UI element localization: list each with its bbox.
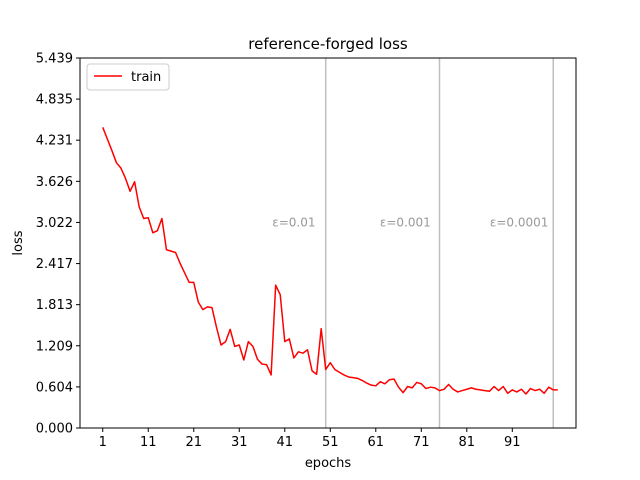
y-tick-label: 1.209 [36, 339, 73, 354]
x-tick-label: 81 [459, 435, 476, 450]
epsilon-annotations: ε=0.01 ε=0.001 ε=0.0001 [272, 215, 548, 229]
x-tick-label: 41 [276, 435, 293, 450]
x-tick-label: 71 [413, 435, 430, 450]
y-tick-label: 5.439 [36, 52, 73, 67]
epsilon-annotation: ε=0.01 [272, 215, 315, 229]
y-tick-label: 0.604 [36, 380, 73, 395]
legend-label-train: train [131, 70, 161, 85]
y-axis-ticks: 0.000 0.604 1.209 1.813 2.417 3.022 3.626 4.231… [36, 52, 80, 437]
legend-box [86, 63, 170, 91]
chart-title: reference-forged loss [248, 35, 408, 53]
series-lines [102, 127, 558, 395]
x-axis-label: epochs [305, 456, 352, 471]
x-tick-label: 21 [185, 435, 202, 450]
y-tick-label: 3.626 [36, 175, 73, 190]
x-tick-label: 31 [231, 435, 248, 450]
epsilon-phase-lines [324, 58, 554, 428]
y-tick-label: 4.835 [36, 93, 73, 108]
x-tick-label: 51 [322, 435, 339, 450]
x-tick-label: 11 [140, 435, 157, 450]
y-tick-label: 4.231 [36, 134, 73, 149]
series-line-train [102, 127, 558, 395]
x-tick-label: 61 [368, 435, 385, 450]
legend: train [86, 63, 170, 91]
x-tick-label: 91 [504, 435, 521, 450]
y-tick-label: 1.813 [36, 298, 73, 313]
y-tick-label: 2.417 [36, 257, 73, 272]
y-tick-label: 3.022 [36, 216, 73, 231]
x-tick-label: 1 [99, 435, 107, 450]
y-axis-label: loss [11, 230, 26, 255]
epsilon-annotation: ε=0.001 [380, 215, 431, 229]
x-axis-ticks: 1 11 21 31 41 51 61 71 81 91 [99, 428, 521, 450]
epsilon-annotation: ε=0.0001 [490, 215, 549, 229]
y-tick-label: 0.000 [36, 422, 73, 437]
plot-frame [79, 57, 577, 429]
